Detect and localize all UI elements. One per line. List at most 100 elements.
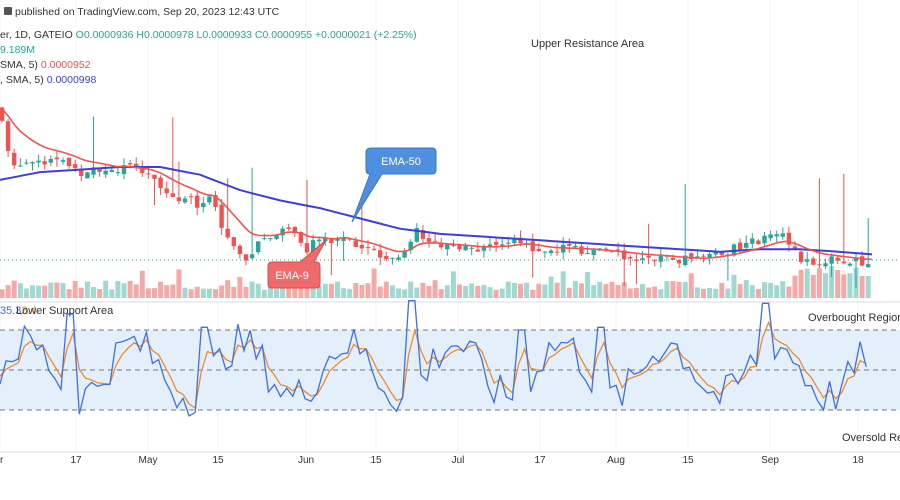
volume-bar: [743, 280, 749, 298]
volume-bar: [23, 288, 29, 298]
volume-bar: [658, 289, 664, 298]
volume-bar: [280, 281, 286, 298]
volume-bar: [54, 282, 60, 298]
volume-bar: [640, 284, 645, 298]
candle-body: [323, 238, 328, 242]
volume-bar: [450, 271, 456, 298]
volume-bar: [389, 285, 395, 298]
volume-bar: [231, 286, 237, 298]
volume-bar: [36, 285, 42, 298]
volume-bar: [72, 281, 78, 298]
candle-body: [841, 261, 846, 264]
oscillator-band: [0, 329, 900, 411]
candle-body: [457, 244, 462, 250]
overbought-label: Overbought Region: [808, 312, 900, 324]
candle-body: [103, 170, 108, 175]
volume-bar: [408, 281, 414, 298]
candle-body: [713, 252, 718, 255]
candle-body: [774, 234, 779, 237]
candle-body: [54, 157, 60, 160]
candle-body: [615, 249, 621, 251]
volume-bar: [261, 289, 267, 298]
volume-bar: [682, 281, 688, 298]
volume-bar: [78, 287, 84, 298]
volume-bar: [475, 285, 481, 298]
volume-bar: [194, 286, 200, 298]
candle-body: [280, 228, 285, 236]
candle-body: [634, 259, 639, 261]
ema50-legend-label: , SMA, 5): [0, 74, 44, 86]
volume-bar: [200, 288, 206, 298]
volume-bar: [609, 281, 615, 298]
x-tick-label: Aug: [607, 455, 625, 466]
candle-body: [823, 263, 828, 267]
candle-body: [408, 241, 413, 251]
volume-bar: [823, 273, 828, 298]
candle-body: [426, 238, 432, 242]
candle-body: [237, 245, 243, 255]
candle-body: [91, 167, 96, 175]
candle-body: [689, 253, 694, 260]
candle-body: [158, 177, 163, 189]
candle-body: [439, 243, 444, 248]
candle-body: [847, 263, 853, 266]
candle-body: [30, 161, 35, 164]
candle-body: [268, 238, 273, 240]
volume-bar: [365, 283, 371, 298]
volume-bar: [572, 280, 578, 298]
volume-bar: [463, 286, 469, 298]
volume-bar: [176, 269, 182, 298]
volume-bar: [560, 271, 566, 298]
x-tick-label: 15: [212, 455, 224, 466]
volume-bar: [444, 285, 450, 298]
volume-bar: [414, 287, 420, 298]
candle-body: [567, 243, 572, 246]
volume-bar: [780, 281, 786, 298]
candle-body: [378, 250, 383, 258]
volume-bar: [127, 280, 133, 298]
volume-bar: [243, 286, 249, 298]
candle-body: [469, 247, 474, 249]
ohlc-line: er, 1D, GATEIO O0.0000936 H0.0000978 L0.…: [0, 28, 417, 42]
x-tick-label: Jul: [452, 455, 465, 466]
candle-body: [487, 244, 493, 246]
volume-bar: [316, 285, 322, 298]
volume-bar: [60, 283, 66, 298]
candle-body: [390, 257, 395, 259]
volume-bar: [548, 276, 554, 298]
volume-bar: [859, 275, 865, 298]
candle-body: [414, 228, 419, 242]
volume-bar: [737, 284, 743, 298]
x-tick-label: 18: [852, 455, 864, 466]
ema9-callout-box: [267, 239, 327, 289]
volume-bar: [396, 288, 401, 298]
candle-body: [329, 239, 334, 244]
candle-body: [628, 256, 633, 259]
x-axis: r 17 May 15 Jun 15 Jul 17 Aug 15 Sep 18: [0, 455, 864, 466]
volume-bar: [371, 268, 377, 298]
candle-body: [164, 188, 169, 194]
candle-body: [835, 257, 840, 261]
volume-bar: [524, 282, 530, 298]
candle-body: [5, 121, 11, 152]
volume-bar: [103, 280, 109, 298]
volume-bar: [481, 284, 487, 298]
volume-bar: [505, 281, 511, 298]
volume-bar: [731, 274, 737, 298]
candle-body: [341, 237, 346, 241]
lower-support-label: Lower Support Area: [16, 305, 114, 317]
x-tick-label: 15: [370, 455, 382, 466]
candle-body: [195, 195, 200, 208]
volume-bar: [97, 288, 103, 298]
candle-body: [127, 163, 133, 165]
candle-body: [500, 244, 505, 246]
volume-bar: [597, 281, 603, 298]
candle-body: [866, 264, 871, 268]
ema50-callout-text: EMA-50: [381, 156, 421, 168]
oversold-label: Oversold Region: [842, 432, 900, 444]
x-tick-label: 17: [534, 455, 546, 466]
ema9-legend-value: 0.0000952: [40, 59, 91, 71]
volume-bar: [816, 268, 822, 298]
x-tick-label: Jun: [298, 455, 314, 466]
